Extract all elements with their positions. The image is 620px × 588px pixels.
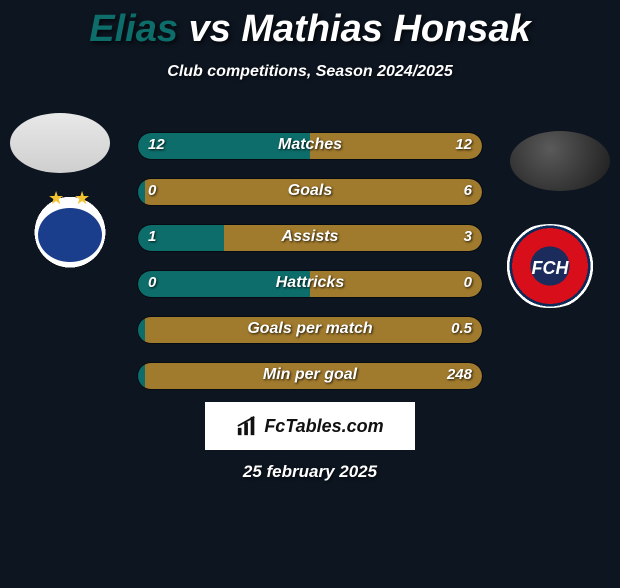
player1-photo xyxy=(10,113,110,173)
bar-value-left: 1 xyxy=(148,228,156,245)
stat-bar-row: Assists1 3 xyxy=(137,224,483,252)
page-title: Elias vs Mathias Honsak xyxy=(0,8,620,51)
stat-bar-row: Min per goal248 xyxy=(137,362,483,390)
bar-label: Min per goal xyxy=(138,366,482,384)
stat-bar-row: Goals per match0.5 xyxy=(137,316,483,344)
bar-label: Hattricks xyxy=(138,274,482,292)
bar-chart-icon xyxy=(236,415,258,437)
player1-club-badge: ★ ★ xyxy=(20,186,120,270)
stat-bar-row: Hattricks0 0 xyxy=(137,270,483,298)
player2-photo xyxy=(510,131,610,191)
fctables-logo: FcTables.com xyxy=(205,402,415,450)
bar-value-right: 248 xyxy=(447,366,472,383)
bar-value-right: 6 xyxy=(464,182,472,199)
bar-label: Goals per match xyxy=(138,320,482,338)
title-vs: vs xyxy=(189,8,231,50)
stat-bar-row: Goals0 6 xyxy=(137,178,483,206)
subtitle: Club competitions, Season 2024/2025 xyxy=(0,63,620,81)
bar-label: Matches xyxy=(138,136,482,154)
stat-bar-row: Matches12 12 xyxy=(137,132,483,160)
bar-label: Goals xyxy=(138,182,482,200)
bar-value-right: 0 xyxy=(464,274,472,291)
fctables-text: FcTables.com xyxy=(264,416,383,437)
bar-value-right: 12 xyxy=(455,136,472,153)
title-player2: Mathias Honsak xyxy=(241,8,530,50)
badge-inner xyxy=(38,208,102,262)
bar-value-left: 12 xyxy=(148,136,165,153)
badge-text: FCH xyxy=(500,258,600,279)
star-icon: ★ xyxy=(48,188,64,209)
bar-label: Assists xyxy=(138,228,482,246)
bar-value-left: 0 xyxy=(148,274,156,291)
title-player1: Elias xyxy=(89,8,178,50)
bar-value-right: 3 xyxy=(464,228,472,245)
bar-value-left: 0 xyxy=(148,182,156,199)
star-icon: ★ xyxy=(74,188,90,209)
player2-club-badge: FCH xyxy=(500,224,600,308)
stat-bars: Matches1212Goals06Assists13Hattricks00Go… xyxy=(137,132,483,408)
bar-value-right: 0.5 xyxy=(451,320,472,337)
date-text: 25 february 2025 xyxy=(0,462,620,482)
